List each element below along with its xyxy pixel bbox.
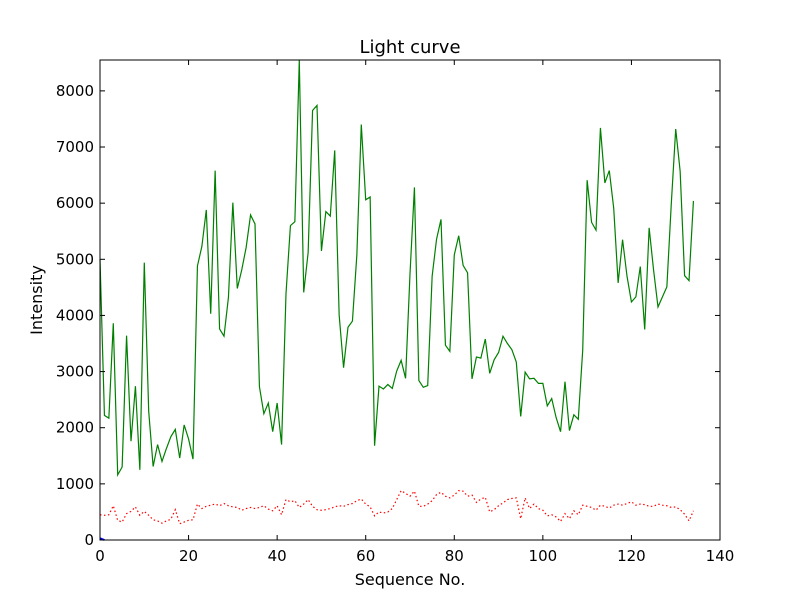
x-tick-label: 20 <box>179 547 198 565</box>
y-tick-label: 5000 <box>56 250 94 268</box>
y-tick-label: 1000 <box>56 475 94 493</box>
plot-area <box>100 60 720 540</box>
x-axis-label: Sequence No. <box>355 570 466 589</box>
chart-title: Light curve <box>359 37 460 58</box>
y-tick-label: 3000 <box>56 363 94 381</box>
x-tick-label: 40 <box>268 547 287 565</box>
series-line-1 <box>99 60 695 478</box>
x-tick-label: 100 <box>529 547 558 565</box>
y-tick-label: 2000 <box>56 419 94 437</box>
plot-frame <box>99 59 721 541</box>
y-tick-label: 4000 <box>56 306 94 324</box>
y-tick-label: 8000 <box>56 82 94 100</box>
y-tick-label: 0 <box>84 531 94 549</box>
x-tick-label: 120 <box>617 547 646 565</box>
ticks-layer: 0 20 40 60 80 100 120 140 0 1000 2000 3000 4000 5000 6… <box>56 60 735 565</box>
series-line-2 <box>99 489 694 525</box>
y-tick-label: 7000 <box>56 138 94 156</box>
x-tick-label: 80 <box>445 547 464 565</box>
x-tick-label: 60 <box>356 547 375 565</box>
y-tick-label: 6000 <box>56 194 94 212</box>
x-tick-label: 140 <box>706 547 735 565</box>
y-axis-label: Intensity <box>27 265 46 335</box>
x-tick-label: 0 <box>95 547 105 565</box>
